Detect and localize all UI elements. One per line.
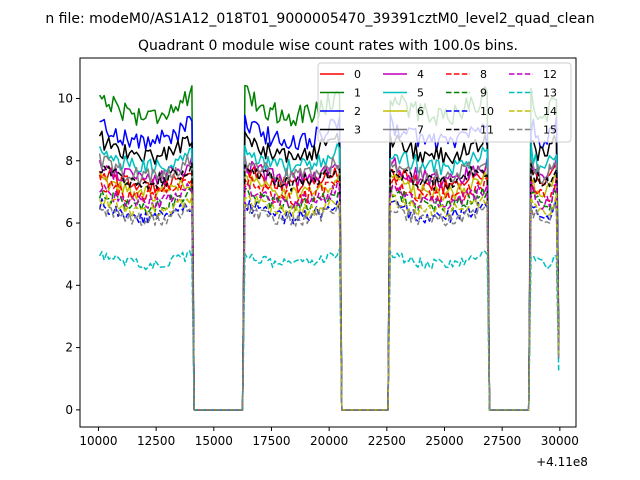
y-tick-label: 0 xyxy=(65,403,73,417)
plot-area-frame xyxy=(79,57,577,428)
x-tick-label: 27500 xyxy=(483,434,521,448)
legend-label-9: 9 xyxy=(480,87,487,100)
legend-label-4: 4 xyxy=(417,68,424,81)
legend-label-11: 11 xyxy=(480,124,494,137)
series-line-8 xyxy=(98,174,560,411)
legend-label-6: 6 xyxy=(417,105,424,118)
figure-suptitle: n file: modeM0/AS1A12_018T01_9000005470_… xyxy=(45,11,594,27)
x-axis-offset-label: +4.11e8 xyxy=(536,455,588,469)
series-line-13 xyxy=(98,248,560,411)
x-tick-label: 25000 xyxy=(425,434,463,448)
legend-label-1: 1 xyxy=(354,87,361,100)
legend-label-2: 2 xyxy=(354,105,361,118)
series-line-15 xyxy=(99,200,560,411)
series-line-5 xyxy=(98,142,560,411)
legend-label-13: 13 xyxy=(543,87,557,100)
y-tick-label: 10 xyxy=(58,91,73,105)
x-tick-label: 12500 xyxy=(137,434,175,448)
legend-label-7: 7 xyxy=(417,124,424,137)
x-tick-label: 10000 xyxy=(79,434,117,448)
legend-label-12: 12 xyxy=(543,68,557,81)
x-tick-label: 15000 xyxy=(195,434,233,448)
legend-label-3: 3 xyxy=(354,124,361,137)
legend-label-10: 10 xyxy=(480,105,494,118)
y-tick-label: 2 xyxy=(65,341,73,355)
x-tick-label: 30000 xyxy=(541,434,579,448)
legend-frame xyxy=(317,62,572,143)
series-lines xyxy=(98,84,560,411)
x-tick-label: 20000 xyxy=(310,434,348,448)
y-axis-ticks: 0 2 4 6 8 10 xyxy=(58,91,80,417)
y-tick-label: 8 xyxy=(65,154,73,168)
series-line-3 xyxy=(98,130,560,411)
series-line-12 xyxy=(99,180,560,411)
y-tick-label: 4 xyxy=(65,278,73,292)
x-tick-label: 17500 xyxy=(252,434,290,448)
legend-label-0: 0 xyxy=(354,68,361,81)
series-line-7 xyxy=(98,153,560,411)
legend-label-14: 14 xyxy=(543,105,557,118)
y-tick-label: 6 xyxy=(65,216,73,230)
series-line-4 xyxy=(98,155,560,411)
legend-label-8: 8 xyxy=(480,68,487,81)
chart-title: Quadrant 0 module wise count rates with … xyxy=(138,38,518,54)
x-tick-label: 22500 xyxy=(368,434,406,448)
legend-label-15: 15 xyxy=(543,124,557,137)
x-axis-ticks: 10000 12500 15000 17500 20000 22500 25000 27500… xyxy=(79,427,579,448)
legend-label-5: 5 xyxy=(417,87,424,100)
series-line-11 xyxy=(99,162,560,411)
